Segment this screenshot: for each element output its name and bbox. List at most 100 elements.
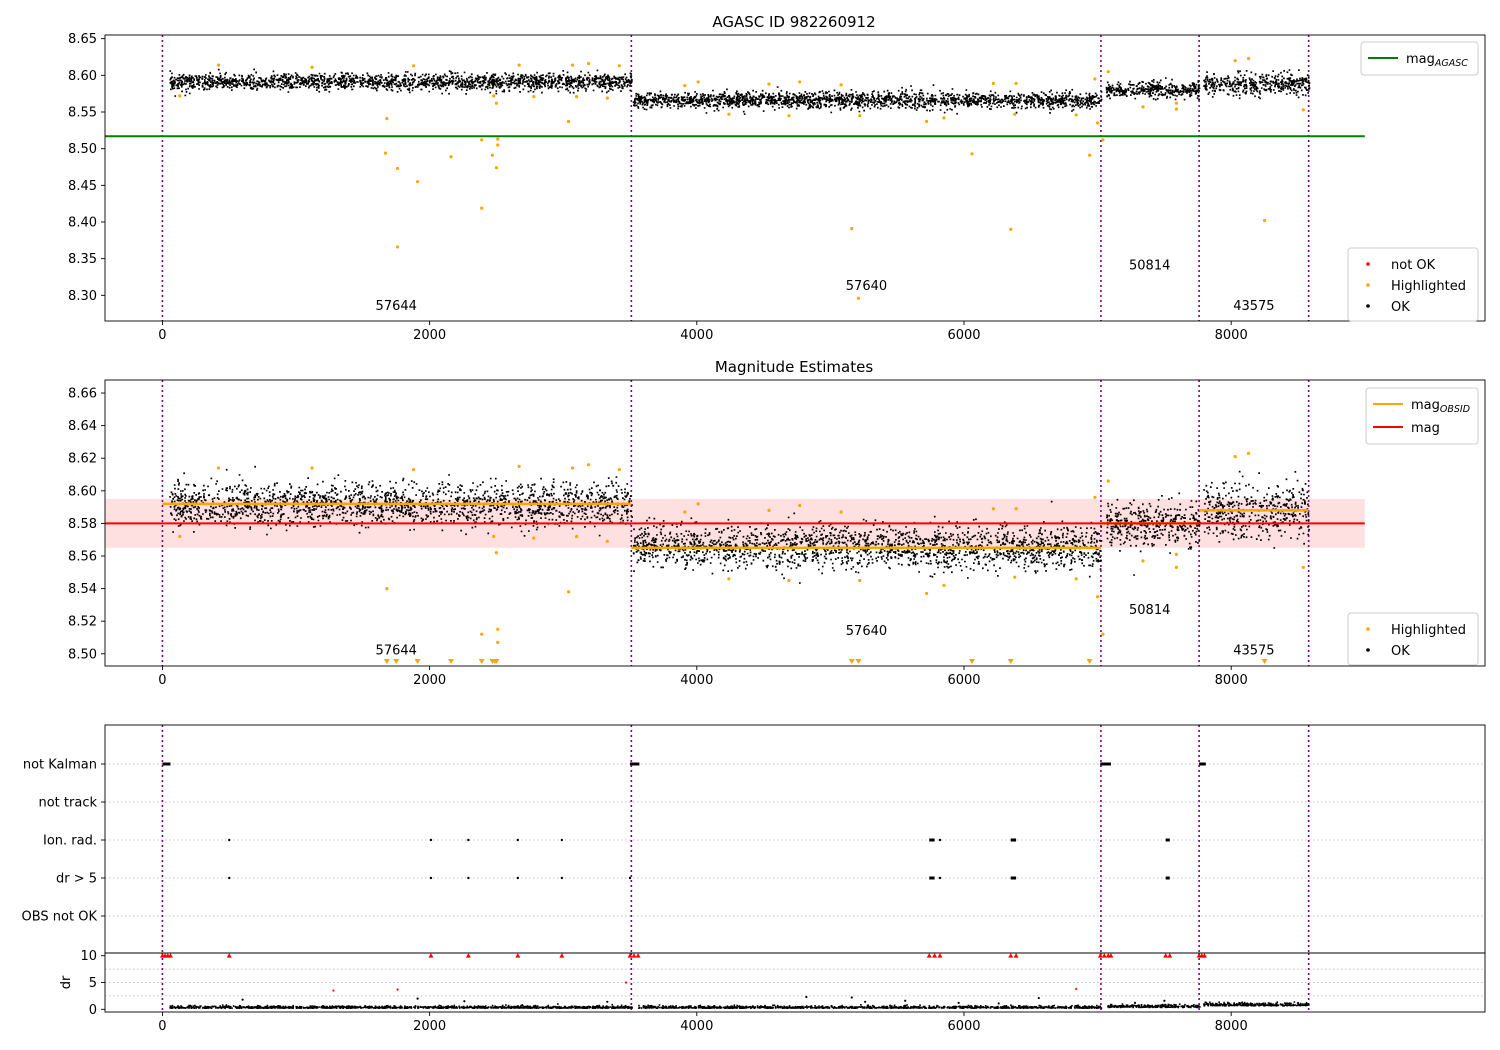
panel-dr: 0 2000 4000 6000 8000 0 5 10 dr bbox=[59, 949, 1486, 1034]
y-tick-label: 8.35 bbox=[68, 252, 97, 267]
dr-clipped-marker bbox=[937, 953, 943, 958]
highlighted-point bbox=[858, 578, 862, 583]
highlighted-point bbox=[1141, 105, 1145, 109]
highlighted-point bbox=[395, 245, 400, 249]
highlighted-point bbox=[1095, 595, 1100, 599]
highlighted-point bbox=[1301, 565, 1305, 570]
y-tick-label: 8.50 bbox=[68, 142, 97, 157]
highlighted-point bbox=[385, 586, 389, 591]
highlighted-point bbox=[395, 166, 400, 171]
below-range-marker bbox=[493, 659, 500, 664]
highlighted-point bbox=[566, 119, 571, 124]
highlighted-point bbox=[617, 468, 621, 472]
flag-event-run bbox=[1100, 762, 1111, 766]
dr-clipped-marker bbox=[926, 953, 932, 958]
dr-point bbox=[805, 995, 808, 999]
x-tick-label: 4000 bbox=[680, 1019, 713, 1034]
highlighted-point bbox=[216, 63, 221, 67]
flag-event-point bbox=[938, 838, 942, 842]
panel-magnitude-estimates: Magnitude Estimates 57644 57640 50814 43575… bbox=[68, 358, 1486, 688]
highlighted-point bbox=[617, 64, 621, 68]
highlighted-point bbox=[574, 95, 579, 99]
flag-row-label: not Kalman bbox=[23, 758, 97, 773]
highlighted-point bbox=[683, 510, 687, 514]
highlighted-point bbox=[496, 143, 500, 147]
highlighted-point bbox=[1093, 495, 1097, 499]
dr-point bbox=[904, 999, 907, 1002]
y-tick-label: 8.54 bbox=[68, 582, 97, 597]
dr-point bbox=[606, 1000, 609, 1003]
highlighted-point bbox=[1174, 565, 1179, 570]
highlighted-point bbox=[1014, 507, 1018, 511]
highlighted-point bbox=[1174, 107, 1179, 111]
highlighted-point bbox=[1141, 559, 1145, 563]
legend-label: Highlighted bbox=[1391, 279, 1466, 294]
highlighted-point bbox=[1101, 138, 1105, 142]
y-tick-label: 8.40 bbox=[68, 216, 97, 231]
flag-event-point bbox=[228, 876, 231, 880]
x-tick-label: 8000 bbox=[1215, 328, 1248, 343]
flag-event-point bbox=[560, 838, 564, 842]
x-tick-label: 6000 bbox=[947, 673, 980, 688]
y-tick-label: 8.56 bbox=[68, 550, 97, 565]
dr-clipped-marker bbox=[631, 953, 637, 958]
highlighted-point bbox=[490, 153, 495, 157]
highlighted-point bbox=[416, 180, 420, 184]
below-range-marker bbox=[855, 659, 862, 664]
flag-event-point bbox=[516, 876, 519, 880]
highlighted-point bbox=[767, 82, 771, 86]
flag-row-label: not track bbox=[38, 796, 97, 811]
legend-point-swatch bbox=[1366, 262, 1370, 266]
highlighted-point bbox=[991, 81, 995, 85]
below-range-marker bbox=[1261, 659, 1268, 664]
obsid-label: 43575 bbox=[1233, 644, 1274, 659]
y-tick-label: 8.50 bbox=[68, 647, 97, 662]
below-range-marker bbox=[848, 659, 855, 664]
highlighted-point bbox=[683, 84, 687, 88]
highlighted-point bbox=[1246, 451, 1251, 455]
highlighted-point bbox=[574, 534, 579, 539]
axes-frame bbox=[104, 724, 1486, 954]
flag-event-run bbox=[1165, 876, 1170, 880]
legend-label: mag bbox=[1411, 421, 1440, 436]
obsid-label: 43575 bbox=[1233, 299, 1274, 314]
legend-point-swatch bbox=[1366, 283, 1370, 287]
highlighted-point bbox=[1106, 479, 1110, 483]
highlighted-point bbox=[798, 80, 802, 84]
y-tick-label: 8.62 bbox=[68, 452, 97, 467]
legend-label: Highlighted bbox=[1391, 623, 1466, 638]
highlighted-point bbox=[587, 463, 591, 467]
legend-box bbox=[1347, 247, 1479, 322]
dr-point bbox=[1163, 999, 1166, 1002]
flag-event-point bbox=[467, 838, 470, 842]
highlighted-point bbox=[767, 508, 771, 512]
below-range-marker bbox=[1007, 659, 1014, 664]
flag-event-point bbox=[429, 838, 433, 842]
dr-clipped-marker bbox=[428, 953, 434, 958]
highlighted-point bbox=[727, 577, 731, 581]
x-tick-label: 0 bbox=[158, 328, 166, 343]
highlighted-point bbox=[411, 468, 416, 472]
highlighted-point bbox=[480, 206, 484, 210]
highlighted-point bbox=[1013, 112, 1017, 116]
highlighted-point bbox=[494, 551, 499, 555]
legend-label: OK bbox=[1391, 644, 1410, 659]
dr-clipped-marker bbox=[1008, 953, 1014, 958]
obsid-label: 50814 bbox=[1129, 603, 1170, 618]
flag-event-run bbox=[1165, 838, 1170, 842]
highlighted-point bbox=[1009, 227, 1013, 231]
highlighted-point bbox=[492, 94, 496, 98]
y-tick-label: 8.60 bbox=[68, 484, 97, 499]
flag-event-run bbox=[929, 876, 935, 880]
highlighted-point bbox=[570, 63, 575, 67]
dr-clipped-marker bbox=[1167, 953, 1173, 958]
legend-point-swatch bbox=[1366, 648, 1370, 652]
highlighted-point bbox=[517, 464, 521, 468]
highlighted-point bbox=[570, 466, 575, 470]
dr-clipped-marker bbox=[515, 953, 521, 958]
x-tick-label: 4000 bbox=[680, 328, 713, 343]
below-range-marker bbox=[969, 659, 976, 664]
highlighted-point bbox=[787, 114, 791, 118]
below-range-marker bbox=[383, 659, 390, 664]
highlighted-point bbox=[178, 534, 182, 539]
